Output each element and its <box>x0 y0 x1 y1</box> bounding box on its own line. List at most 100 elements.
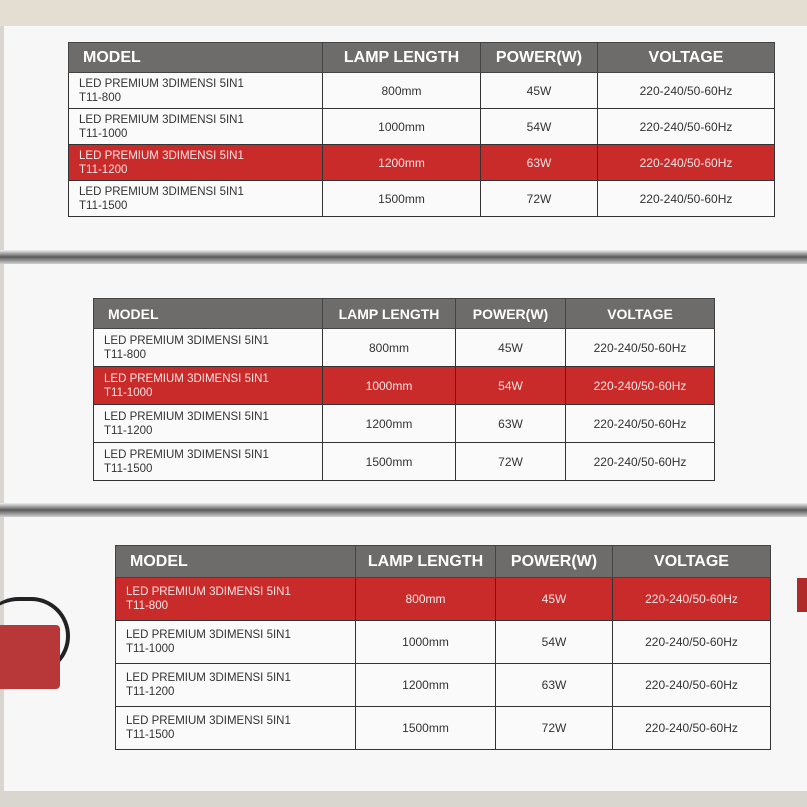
lamp-length-cell: 1200mm <box>322 404 456 443</box>
header-voltage: VOLTAGE <box>597 42 775 73</box>
model-code: T11-1500 <box>126 729 175 741</box>
lamp-length-cell: 1500mm <box>355 706 496 750</box>
voltage-cell: 220-240/50-60Hz <box>565 404 715 443</box>
model-cell: LED PREMIUM 3DIMENSI 5IN1 T11-1000 <box>93 366 323 405</box>
model-code: T11-1200 <box>104 424 153 437</box>
power-cell: 45W <box>480 72 598 109</box>
lamp-length-cell: 800mm <box>322 72 481 109</box>
model-name: LED PREMIUM 3DIMENSI 5IN1 <box>79 185 244 198</box>
voltage-cell: 220-240/50-60Hz <box>565 366 715 405</box>
model-name: LED PREMIUM 3DIMENSI 5IN1 <box>104 334 269 347</box>
model-cell: LED PREMIUM 3DIMENSI 5IN1 T11-1200 <box>93 404 323 443</box>
voltage-cell: 220-240/50-60Hz <box>612 663 771 707</box>
model-code: T11-800 <box>104 348 146 361</box>
model-name: LED PREMIUM 3DIMENSI 5IN1 <box>126 629 291 641</box>
voltage-cell: 220-240/50-60Hz <box>612 620 771 664</box>
lamp-length-cell: 1500mm <box>322 180 481 217</box>
power-cell: 45W <box>495 577 613 621</box>
table-row: LED PREMIUM 3DIMENSI 5IN1 T11-800 800mm 4… <box>115 577 771 621</box>
spec-table-1: MODEL LAMP LENGTH POWER(W) VOLTAGE LED PREM… <box>68 42 775 217</box>
voltage-cell: 220-240/50-60Hz <box>597 108 775 145</box>
power-cell: 72W <box>455 442 566 481</box>
model-cell: LED PREMIUM 3DIMENSI 5IN1 T11-1500 <box>115 706 356 750</box>
red-print-mark <box>797 578 807 612</box>
header-row: MODEL LAMP LENGTH POWER(W) VOLTAGE <box>115 545 771 578</box>
table-row: LED PREMIUM 3DIMENSI 5IN1 T11-1500 1500mm… <box>68 180 775 217</box>
lamp-length-cell: 1000mm <box>355 620 496 664</box>
table-row: LED PREMIUM 3DIMENSI 5IN1 T11-800 800mm 4… <box>93 328 715 367</box>
model-code: T11-800 <box>126 600 168 612</box>
table-row: LED PREMIUM 3DIMENSI 5IN1 T11-1000 1000mm… <box>68 108 775 145</box>
box-edge <box>0 503 807 517</box>
table-row: LED PREMIUM 3DIMENSI 5IN1 T11-1000 1000mm… <box>115 620 771 664</box>
model-name: LED PREMIUM 3DIMENSI 5IN1 <box>104 410 269 423</box>
model-name: LED PREMIUM 3DIMENSI 5IN1 <box>126 586 291 598</box>
model-cell: LED PREMIUM 3DIMENSI 5IN1 T11-800 <box>93 328 323 367</box>
header-voltage: VOLTAGE <box>565 298 715 329</box>
lamp-product-image <box>0 625 60 689</box>
model-code: T11-1500 <box>79 199 128 212</box>
model-code: T11-1200 <box>79 163 128 176</box>
model-code: T11-1200 <box>126 686 175 698</box>
power-cell: 54W <box>455 366 566 405</box>
power-cell: 63W <box>495 663 613 707</box>
voltage-cell: 220-240/50-60Hz <box>597 144 775 181</box>
lamp-length-cell: 1500mm <box>322 442 456 481</box>
model-code: T11-1000 <box>104 386 153 399</box>
power-cell: 63W <box>480 144 598 181</box>
model-cell: LED PREMIUM 3DIMENSI 5IN1 T11-1200 <box>68 144 323 181</box>
header-row: MODEL LAMP LENGTH POWER(W) VOLTAGE <box>93 298 715 329</box>
model-name: LED PREMIUM 3DIMENSI 5IN1 <box>126 715 291 727</box>
background-floor <box>0 0 807 26</box>
spec-table-3: MODEL LAMP LENGTH POWER(W) VOLTAGE LED PREM… <box>115 545 771 750</box>
model-name: LED PREMIUM 3DIMENSI 5IN1 <box>79 113 244 126</box>
header-length: LAMP LENGTH <box>322 298 456 329</box>
header-power: POWER(W) <box>480 42 598 73</box>
model-name: LED PREMIUM 3DIMENSI 5IN1 <box>104 448 269 461</box>
header-length: LAMP LENGTH <box>322 42 481 73</box>
table-row: LED PREMIUM 3DIMENSI 5IN1 T11-1200 1200mm… <box>93 404 715 443</box>
lamp-length-cell: 800mm <box>322 328 456 367</box>
table-row: LED PREMIUM 3DIMENSI 5IN1 T11-1000 1000mm… <box>93 366 715 405</box>
lamp-length-cell: 800mm <box>355 577 496 621</box>
power-cell: 45W <box>455 328 566 367</box>
model-code: T11-1000 <box>126 643 175 655</box>
header-power: POWER(W) <box>455 298 566 329</box>
model-code: T11-1500 <box>104 462 153 475</box>
model-cell: LED PREMIUM 3DIMENSI 5IN1 T11-1500 <box>68 180 323 217</box>
model-code: T11-800 <box>79 91 121 104</box>
power-cell: 54W <box>495 620 613 664</box>
table-row: LED PREMIUM 3DIMENSI 5IN1 T11-1200 1200mm… <box>68 144 775 181</box>
model-cell: LED PREMIUM 3DIMENSI 5IN1 T11-800 <box>68 72 323 109</box>
lamp-length-cell: 1200mm <box>355 663 496 707</box>
model-name: LED PREMIUM 3DIMENSI 5IN1 <box>104 372 269 385</box>
lamp-length-cell: 1000mm <box>322 108 481 145</box>
table-row: LED PREMIUM 3DIMENSI 5IN1 T11-1500 1500mm… <box>93 442 715 481</box>
power-cell: 72W <box>480 180 598 217</box>
header-model: MODEL <box>115 545 356 578</box>
model-cell: LED PREMIUM 3DIMENSI 5IN1 T11-1000 <box>68 108 323 145</box>
lamp-length-cell: 1200mm <box>322 144 481 181</box>
header-length: LAMP LENGTH <box>355 545 496 578</box>
model-cell: LED PREMIUM 3DIMENSI 5IN1 T11-1000 <box>115 620 356 664</box>
model-name: LED PREMIUM 3DIMENSI 5IN1 <box>126 672 291 684</box>
table-row: LED PREMIUM 3DIMENSI 5IN1 T11-1200 1200mm… <box>115 663 771 707</box>
lamp-length-cell: 1000mm <box>322 366 456 405</box>
header-power: POWER(W) <box>495 545 613 578</box>
model-cell: LED PREMIUM 3DIMENSI 5IN1 T11-800 <box>115 577 356 621</box>
model-code: T11-1000 <box>79 127 128 140</box>
voltage-cell: 220-240/50-60Hz <box>612 706 771 750</box>
voltage-cell: 220-240/50-60Hz <box>612 577 771 621</box>
model-name: LED PREMIUM 3DIMENSI 5IN1 <box>79 77 244 90</box>
model-cell: LED PREMIUM 3DIMENSI 5IN1 T11-1200 <box>115 663 356 707</box>
box-edge <box>0 250 807 264</box>
voltage-cell: 220-240/50-60Hz <box>597 72 775 109</box>
power-cell: 63W <box>455 404 566 443</box>
model-cell: LED PREMIUM 3DIMENSI 5IN1 T11-1500 <box>93 442 323 481</box>
model-name: LED PREMIUM 3DIMENSI 5IN1 <box>79 149 244 162</box>
voltage-cell: 220-240/50-60Hz <box>565 442 715 481</box>
voltage-cell: 220-240/50-60Hz <box>565 328 715 367</box>
table-row: LED PREMIUM 3DIMENSI 5IN1 T11-800 800mm 4… <box>68 72 775 109</box>
voltage-cell: 220-240/50-60Hz <box>597 180 775 217</box>
table-row: LED PREMIUM 3DIMENSI 5IN1 T11-1500 1500mm… <box>115 706 771 750</box>
